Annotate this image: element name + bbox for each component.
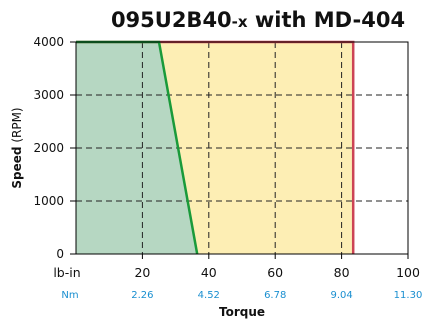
y-axis-label: Speed (RPM) (10, 107, 24, 188)
nm-tick-label: 9.04 (330, 290, 352, 301)
x-tick-label: 100 (396, 265, 420, 280)
x-tick-label: 20 (134, 265, 150, 280)
y-tick-label: 1000 (33, 194, 64, 208)
grid-lines (76, 42, 408, 254)
x-tick-label: 80 (334, 265, 350, 280)
chart-title-tail: with MD-404 (248, 8, 405, 32)
y-tick-labels: 0 1000 2000 3000 4000 (33, 35, 76, 261)
x-unit-primary: lb-in (53, 265, 80, 280)
chart-title: 095U2B40-x with MD-404 (111, 8, 405, 32)
nm-tick-label: 4.52 (198, 290, 220, 301)
x-tick-label: 40 (201, 265, 217, 280)
nm-tick-labels: 2.26 4.52 6.78 9.04 11.30 (131, 290, 422, 301)
x-unit-secondary: Nm (61, 290, 78, 301)
nm-tick-label: 2.26 (131, 290, 153, 301)
x-tick-label: 60 (267, 265, 283, 280)
x-axis-label: Torque (219, 305, 265, 319)
nm-tick-label: 6.78 (264, 290, 286, 301)
y-tick-label: 4000 (33, 35, 64, 49)
y-tick-label: 2000 (33, 141, 64, 155)
x-tick-labels: 20 40 60 80 100 (134, 254, 420, 280)
y-tick-label: 3000 (33, 88, 64, 102)
chart-title-main: 095U2B40 (111, 8, 232, 32)
nm-tick-label: 11.30 (394, 290, 422, 301)
chart-title-suffix: -x (232, 13, 248, 31)
y-axis-label-bold: Speed (10, 147, 24, 189)
y-tick-label: 0 (56, 247, 64, 261)
y-axis-label-unit: (RPM) (10, 107, 24, 146)
